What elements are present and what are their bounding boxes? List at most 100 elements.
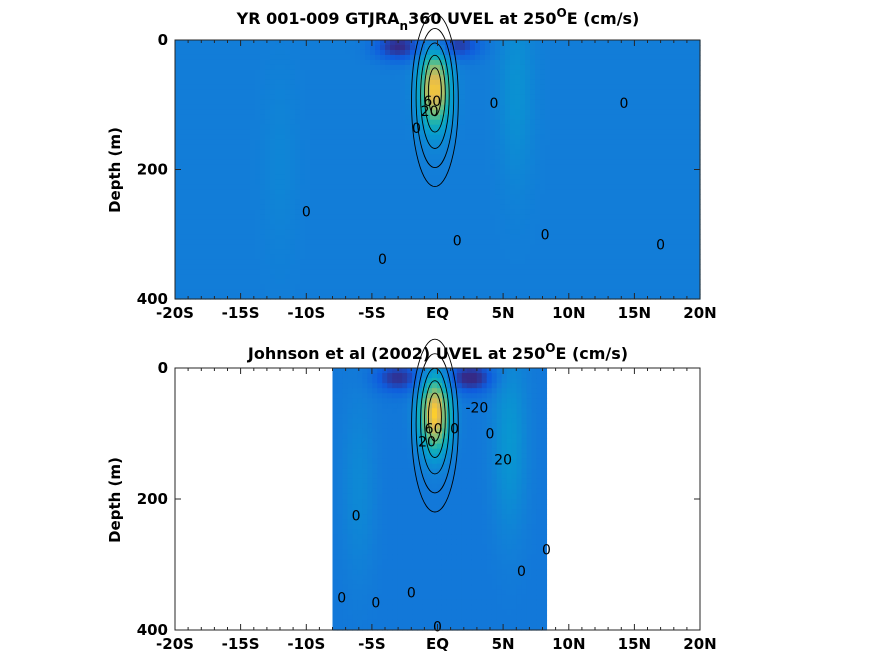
velocity-cell <box>560 99 566 106</box>
velocity-cell <box>445 269 451 275</box>
velocity-cell <box>600 40 606 46</box>
velocity-cell <box>625 119 631 126</box>
velocity-cell <box>285 109 291 116</box>
velocity-cell <box>190 269 196 275</box>
velocity-cell <box>405 239 411 245</box>
velocity-cell <box>540 139 546 146</box>
velocity-cell <box>600 199 606 205</box>
velocity-cell <box>250 124 256 131</box>
velocity-cell <box>340 79 346 86</box>
velocity-cell <box>520 124 526 131</box>
velocity-cell <box>180 179 186 186</box>
velocity-cell <box>550 89 556 96</box>
velocity-cell <box>320 174 326 181</box>
velocity-cell <box>605 284 611 290</box>
velocity-cell <box>300 224 306 230</box>
velocity-cell <box>530 134 536 141</box>
velocity-cell <box>485 234 491 240</box>
velocity-cell <box>415 189 421 195</box>
velocity-cell <box>515 139 521 146</box>
velocity-cell <box>435 169 441 176</box>
velocity-cell <box>505 219 511 225</box>
velocity-cell <box>275 259 281 265</box>
velocity-cell <box>215 234 221 240</box>
velocity-cell <box>415 89 421 96</box>
velocity-cell <box>615 194 621 200</box>
velocity-cell <box>500 239 506 245</box>
velocity-cell <box>335 169 341 176</box>
velocity-cell <box>275 149 281 156</box>
velocity-cell <box>550 129 556 136</box>
velocity-cell <box>625 164 631 171</box>
velocity-cell <box>330 124 336 131</box>
velocity-cell <box>175 40 181 46</box>
velocity-cell <box>515 109 521 116</box>
velocity-cell <box>555 194 561 200</box>
velocity-cell <box>255 184 261 191</box>
velocity-cell <box>580 249 586 255</box>
velocity-cell <box>520 219 526 225</box>
velocity-cell <box>345 224 351 230</box>
velocity-cell <box>570 69 576 76</box>
velocity-cell <box>475 124 481 131</box>
velocity-cell <box>560 259 566 265</box>
velocity-cell <box>615 104 621 111</box>
velocity-cell <box>215 40 221 46</box>
velocity-cell <box>215 279 221 285</box>
velocity-cell <box>625 269 631 275</box>
velocity-cell <box>260 124 266 131</box>
velocity-cell <box>225 259 231 265</box>
velocity-cell <box>570 294 576 300</box>
velocity-cell <box>195 104 201 111</box>
velocity-cell <box>510 139 516 146</box>
velocity-cell <box>570 269 576 275</box>
velocity-cell <box>565 259 571 265</box>
velocity-cell <box>645 149 651 156</box>
velocity-cell <box>390 129 396 136</box>
velocity-cell <box>575 289 581 295</box>
velocity-cell <box>195 189 201 195</box>
velocity-cell <box>580 79 586 86</box>
velocity-cell <box>555 154 561 161</box>
velocity-cell <box>265 189 271 195</box>
velocity-cell <box>530 179 536 186</box>
velocity-cell <box>445 184 451 191</box>
velocity-cell <box>365 199 371 205</box>
velocity-cell <box>250 99 256 106</box>
velocity-cell <box>460 219 466 225</box>
velocity-cell <box>490 289 496 295</box>
velocity-cell <box>420 124 426 131</box>
velocity-cell <box>560 89 566 96</box>
velocity-cell <box>430 59 436 66</box>
velocity-cell <box>285 259 291 265</box>
velocity-cell <box>215 144 221 151</box>
velocity-cell <box>185 174 191 181</box>
velocity-cell <box>630 94 636 101</box>
velocity-cell <box>350 254 356 260</box>
velocity-cell <box>470 159 476 166</box>
velocity-cell <box>595 194 601 200</box>
velocity-cell <box>555 224 561 230</box>
velocity-cell <box>255 94 261 101</box>
velocity-cell <box>335 264 341 270</box>
velocity-cell <box>635 289 641 295</box>
velocity-cell <box>485 189 491 195</box>
velocity-cell <box>465 174 471 181</box>
velocity-cell <box>465 204 471 210</box>
velocity-cell <box>590 234 596 240</box>
velocity-cell <box>435 209 441 215</box>
velocity-cell <box>200 234 206 240</box>
velocity-cell <box>180 134 186 141</box>
velocity-cell <box>265 294 271 300</box>
velocity-cell <box>220 144 226 151</box>
velocity-cell <box>275 64 281 71</box>
velocity-cell <box>435 204 441 210</box>
velocity-cell <box>240 174 246 181</box>
velocity-cell <box>620 164 626 171</box>
velocity-cell <box>645 154 651 161</box>
velocity-cell <box>260 64 266 71</box>
velocity-cell <box>240 114 246 121</box>
velocity-cell <box>590 289 596 295</box>
velocity-cell <box>405 144 411 151</box>
velocity-cell <box>230 149 236 156</box>
